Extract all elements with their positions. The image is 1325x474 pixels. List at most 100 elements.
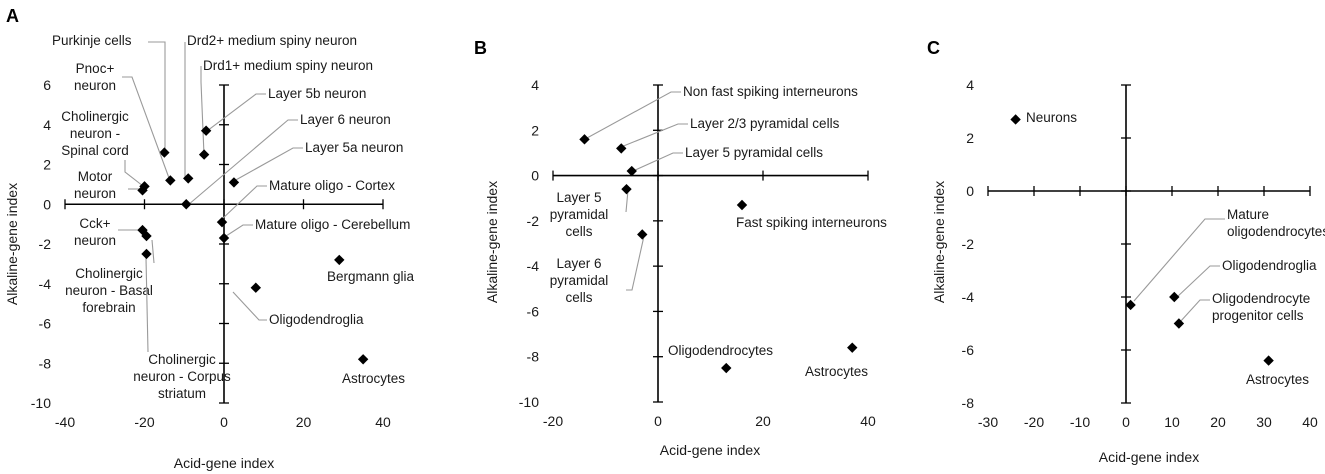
x-tick-label: 40 [375, 414, 391, 430]
leader-line [632, 152, 683, 172]
y-tick-label: -2 [39, 236, 52, 252]
data-point [1010, 114, 1021, 125]
point-label: Cholinergic neuron -Spinal cord [61, 109, 129, 158]
x-tick-label: -20 [134, 414, 154, 430]
y-tick-label: 2 [43, 157, 51, 173]
data-point [137, 185, 148, 196]
data-point [736, 199, 748, 211]
y-tick-label: -2 [962, 236, 975, 252]
leader-line [151, 239, 155, 264]
x-tick-label: -10 [1070, 414, 1090, 430]
data-point [616, 143, 627, 154]
x-axis-title: Acid-gene index [660, 442, 760, 458]
data-point [357, 354, 369, 365]
y-tick-label: -2 [527, 213, 540, 229]
leader-line [122, 76, 170, 179]
point-label: Mature oligo - Cerebellum [255, 217, 410, 232]
data-point [165, 175, 176, 186]
x-tick-label: 0 [220, 414, 228, 430]
data-point [141, 248, 152, 260]
y-tick-label: 0 [43, 196, 51, 212]
point-label: Fast spiking interneurons [736, 215, 887, 230]
point-label: Purkinje cells [52, 33, 132, 48]
panel-letter: C [927, 38, 940, 58]
data-point [198, 149, 210, 160]
data-point [183, 173, 194, 184]
y-tick-label: -8 [39, 355, 52, 371]
y-tick-label: -10 [519, 394, 539, 410]
y-tick-label: 4 [531, 77, 539, 93]
leader-line [1133, 218, 1225, 302]
y-tick-label: -8 [527, 349, 540, 365]
leader-line [232, 291, 267, 321]
leader-line [200, 66, 205, 156]
data-point [200, 125, 212, 136]
point-label: Oligodendrocytes [668, 343, 773, 358]
y-tick-label: -6 [527, 303, 540, 319]
data-point [579, 134, 590, 145]
point-label: Oligodendrocyte progenitor cells [1212, 291, 1310, 323]
data-point [250, 282, 261, 293]
x-tick-label: 40 [860, 413, 876, 429]
point-label: Layer 6 pyramidal cells [550, 256, 609, 305]
x-tick-label: 20 [755, 413, 771, 429]
leader-line [222, 224, 253, 239]
data-point [1173, 318, 1185, 329]
leader-line [1179, 299, 1210, 323]
x-tick-label: 0 [654, 413, 662, 429]
y-tick-label: 4 [43, 117, 51, 133]
data-point [159, 147, 170, 158]
data-point [721, 362, 732, 374]
point-label: Drd2+ medium spiny neuron [187, 33, 357, 48]
leader-line [1175, 265, 1220, 299]
y-tick-label: -4 [962, 289, 975, 305]
point-label: Layer 5a neuron [305, 140, 403, 155]
y-tick-label: 0 [531, 168, 539, 184]
x-tick-label: -30 [978, 414, 998, 430]
data-point [1169, 291, 1180, 303]
leader-line [626, 235, 645, 291]
y-tick-label: 6 [43, 77, 51, 93]
point-label: Layer 5 pyramidal cells [685, 145, 823, 160]
data-point [181, 199, 192, 210]
data-point [1125, 299, 1136, 311]
x-tick-label: 20 [296, 414, 312, 430]
y-tick-label: -6 [39, 316, 52, 332]
point-label: Layer 5b neuron [268, 86, 366, 101]
leader-line [620, 123, 688, 148]
x-tick-label: 10 [1164, 414, 1180, 430]
leader-line [625, 189, 629, 213]
point-label: Mature oligodendrocytes [1227, 207, 1325, 239]
x-tick-label: 20 [1210, 414, 1226, 430]
x-tick-label: -20 [1024, 414, 1044, 430]
y-axis-title: Alkaline-gene index [931, 181, 947, 303]
y-axis-title: Alkaline-gene index [484, 181, 500, 303]
point-label: Oligodendroglia [269, 312, 364, 327]
x-tick-label: -20 [543, 413, 563, 429]
point-label: Cholinergic neuron - Basal forebrain [65, 266, 153, 315]
x-axis-title: Acid-gene index [1099, 449, 1199, 465]
x-tick-label: 0 [1122, 414, 1130, 430]
leader-line [187, 119, 298, 206]
y-axis-title: Alkaline-gene index [4, 183, 20, 305]
point-label: Oligodendroglia [1222, 258, 1317, 273]
leader-line [586, 91, 681, 139]
y-tick-label: 2 [531, 122, 539, 138]
point-label: Layer 2/3 pyramidal cells [690, 116, 840, 131]
point-label: Astrocytes [805, 364, 868, 379]
leader-line [233, 147, 303, 182]
data-point [141, 230, 152, 242]
point-label: Non fast spiking interneurons [683, 84, 858, 99]
point-label: Astrocytes [1246, 372, 1309, 387]
data-point [216, 216, 228, 228]
data-point [218, 232, 230, 244]
y-tick-label: -6 [962, 342, 975, 358]
y-tick-label: -8 [962, 395, 975, 411]
leader-line [124, 160, 144, 187]
x-tick-label: 30 [1256, 414, 1272, 430]
leader-line [206, 93, 266, 132]
leader-line [219, 185, 267, 222]
